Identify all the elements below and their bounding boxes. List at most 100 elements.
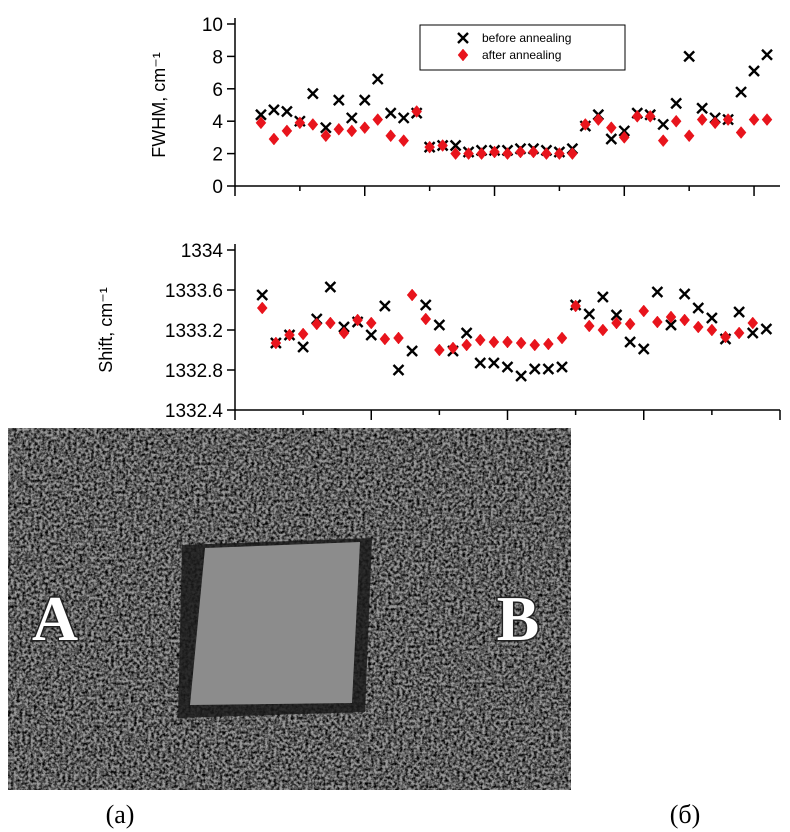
- x-marker: [501, 361, 514, 373]
- diamond-marker: [624, 317, 636, 331]
- diamond-marker: [580, 118, 591, 131]
- diamond-marker: [528, 145, 539, 159]
- x-marker: [371, 73, 384, 85]
- x-marker: [733, 306, 745, 318]
- x-marker: [665, 319, 677, 331]
- y-tick-label: 6: [212, 80, 223, 101]
- x-marker: [605, 133, 618, 145]
- x-marker: [556, 361, 568, 373]
- diamond-marker: [611, 316, 622, 330]
- y-tick-label: 1332.8: [165, 361, 223, 382]
- diamond-marker: [294, 116, 306, 130]
- diamond-marker: [657, 134, 669, 148]
- diamond-marker: [529, 338, 541, 352]
- x-marker: [384, 107, 397, 119]
- diamond-marker: [597, 323, 609, 337]
- diamond-marker: [567, 147, 578, 160]
- y-tick-label: 1332.4: [165, 401, 224, 422]
- x-marker: [268, 104, 280, 116]
- diamond-marker: [476, 147, 487, 160]
- x-marker: [365, 329, 378, 341]
- diamond-marker: [270, 336, 282, 350]
- diamond-marker: [488, 335, 500, 349]
- diamond-marker: [268, 132, 280, 146]
- y-tick-label: 8: [212, 47, 223, 68]
- diamond-marker: [709, 116, 721, 130]
- diamond-marker: [502, 335, 513, 349]
- diamond-marker: [359, 121, 371, 135]
- diamond-marker: [398, 134, 410, 148]
- diamond-marker: [652, 315, 663, 329]
- diamond-marker: [307, 118, 319, 131]
- diamond-marker: [256, 301, 268, 315]
- caption: (б): [670, 800, 701, 829]
- diamond-marker: [437, 139, 448, 152]
- y-tick-label: 10: [202, 15, 223, 36]
- x-marker: [474, 357, 487, 369]
- diamond-marker: [543, 337, 554, 351]
- diamond-marker: [333, 122, 345, 136]
- x-marker: [735, 86, 747, 98]
- diamond-marker: [406, 288, 418, 302]
- diamond-marker: [631, 109, 643, 123]
- diamond-marker: [554, 147, 565, 160]
- diamond-marker: [583, 319, 595, 333]
- y-tick-label: 1333.6: [165, 281, 223, 302]
- legend-label: before annealing: [482, 31, 571, 45]
- diamond-marker: [352, 313, 363, 327]
- diamond-marker: [297, 327, 309, 341]
- diamond-marker: [696, 113, 708, 126]
- diamond-marker: [434, 343, 445, 357]
- diamond-marker: [325, 316, 336, 330]
- diamond-marker: [461, 338, 472, 352]
- x-marker: [678, 288, 691, 300]
- diamond-marker: [338, 326, 350, 340]
- diamond-marker: [411, 105, 422, 118]
- sample: [190, 542, 360, 705]
- diamond-marker: [733, 326, 745, 340]
- diamond-marker: [489, 145, 500, 159]
- x-marker: [618, 125, 631, 137]
- x-marker: [637, 343, 650, 355]
- diamond-marker: [450, 147, 461, 160]
- diamond-marker: [385, 129, 397, 143]
- x-marker: [433, 319, 446, 331]
- diamond-marker: [457, 48, 469, 62]
- diamond-marker: [670, 114, 682, 128]
- diamond-marker: [644, 109, 656, 123]
- diamond-marker: [748, 113, 760, 126]
- x-marker: [624, 336, 636, 348]
- diamond-marker: [570, 299, 581, 313]
- y-tick-label: 2: [212, 145, 223, 166]
- y-tick-label: 1334: [181, 241, 224, 262]
- x-marker: [449, 139, 462, 152]
- diamond-marker: [255, 116, 267, 130]
- y-tick-label: 1333.2: [165, 321, 223, 342]
- x-marker: [542, 363, 555, 375]
- legend-label: after annealing: [482, 48, 561, 62]
- diamond-marker: [365, 316, 377, 330]
- x-marker: [488, 357, 500, 369]
- diamond-marker: [515, 336, 527, 350]
- photo-label: A: [32, 583, 78, 654]
- diamond-marker: [284, 328, 295, 342]
- x-marker: [696, 102, 708, 115]
- diamond-marker: [683, 129, 695, 143]
- diamond-marker: [679, 313, 690, 327]
- diamond-marker: [692, 320, 704, 334]
- diamond-marker: [346, 124, 358, 138]
- legend: before annealing after annealing: [419, 24, 626, 71]
- diamond-marker: [638, 304, 650, 318]
- x-marker: [683, 50, 696, 63]
- x-marker: [297, 341, 309, 353]
- diamond-marker: [541, 147, 552, 160]
- photo-label: B: [497, 583, 540, 654]
- diamond-marker: [502, 147, 513, 160]
- diamond-marker: [320, 129, 332, 143]
- x-marker: [692, 302, 705, 314]
- diamond-marker: [735, 126, 747, 139]
- x-marker: [706, 312, 718, 324]
- x-marker: [256, 289, 269, 301]
